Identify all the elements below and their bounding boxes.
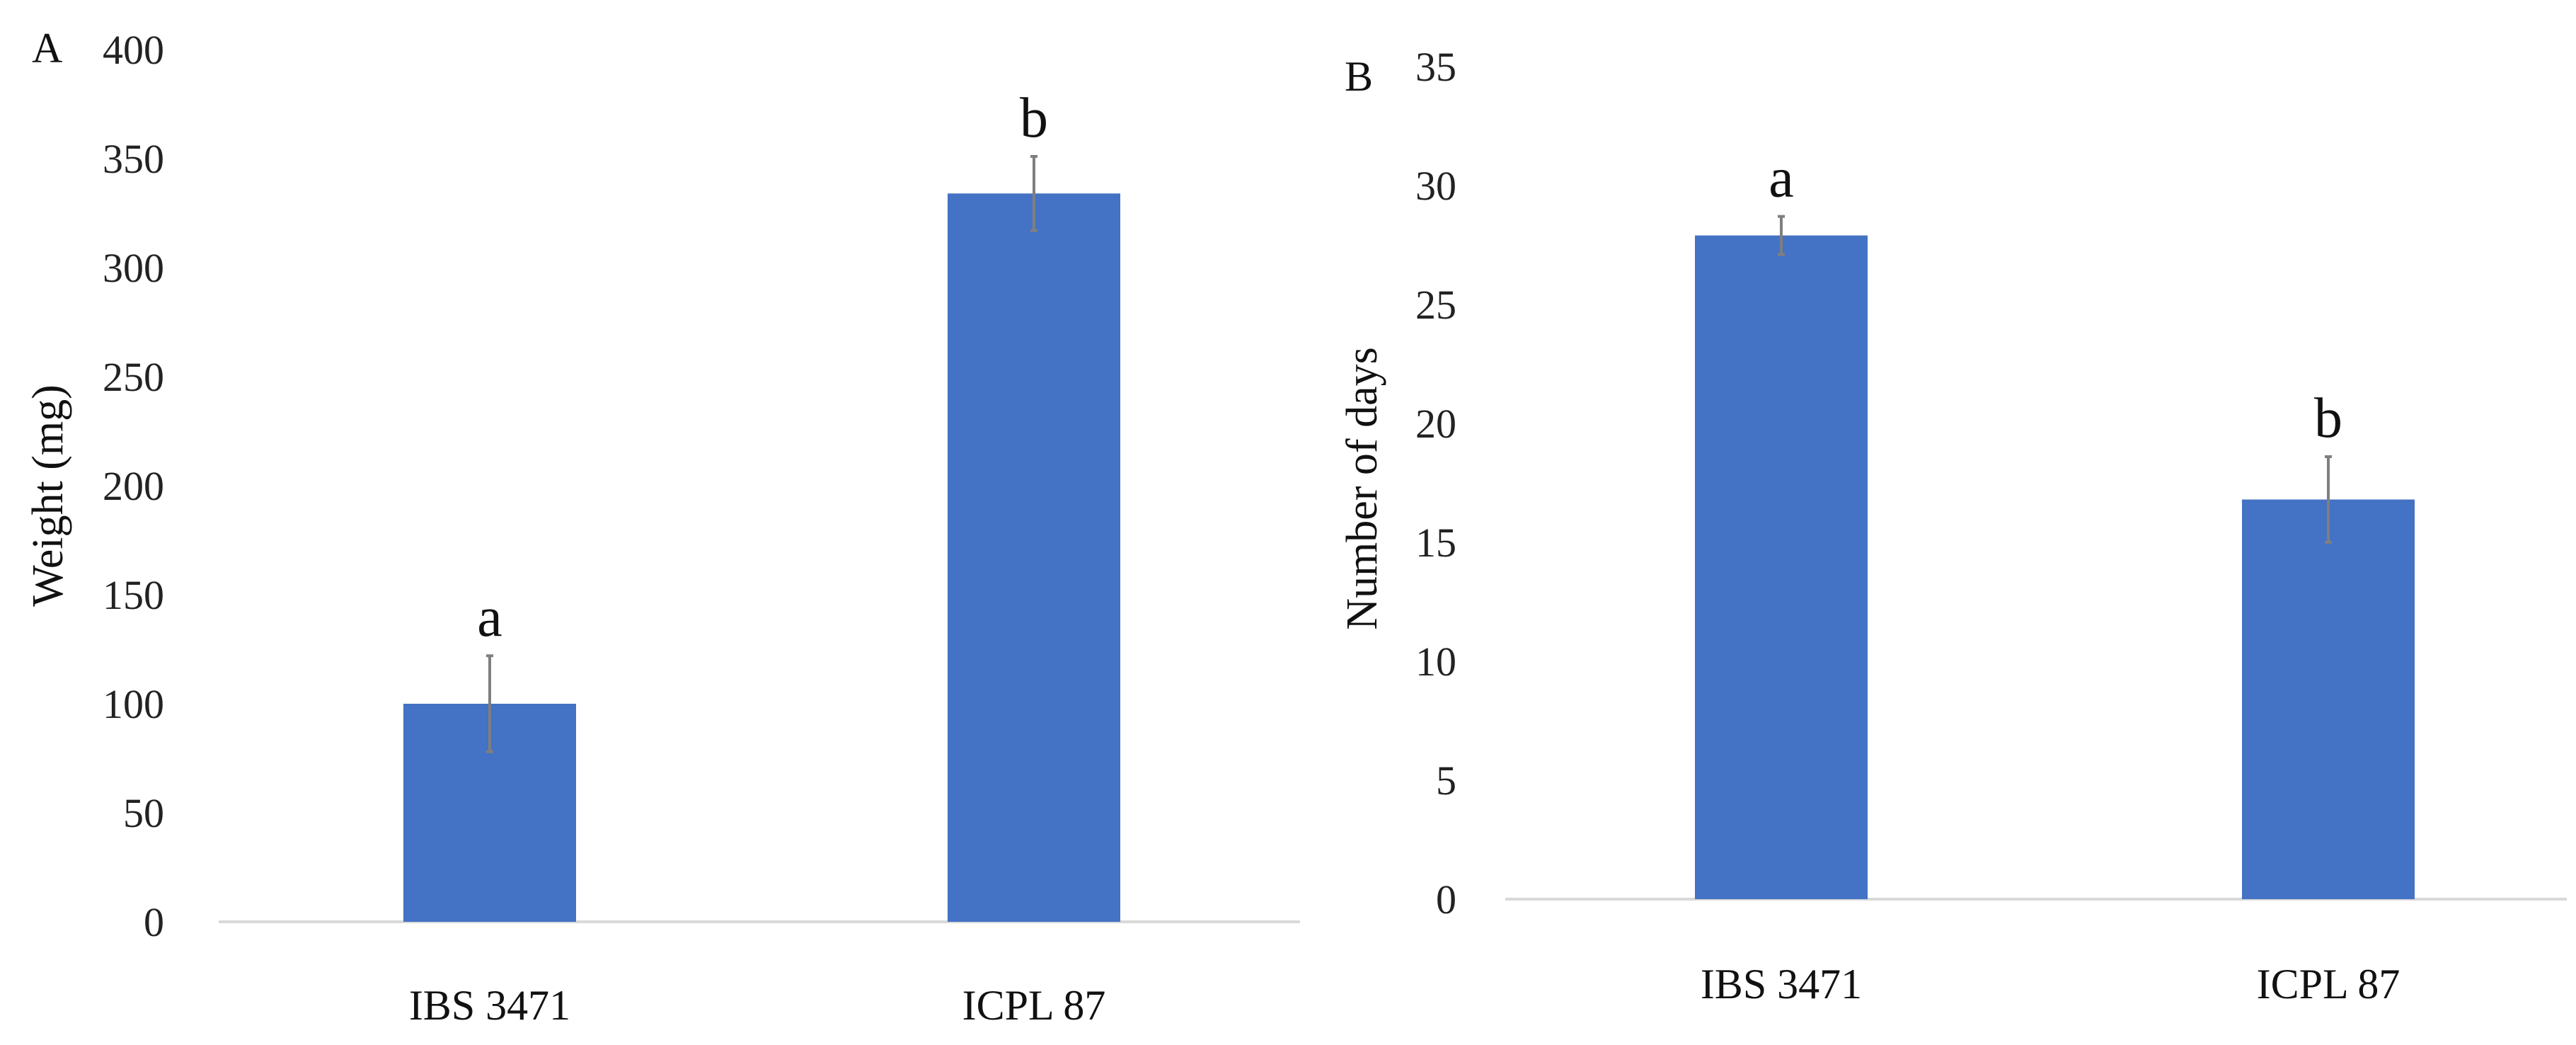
y-tick-label: 300 [103, 245, 164, 291]
y-tick-label: 50 [123, 790, 164, 836]
y-tick-label: 400 [103, 27, 164, 73]
y-tick-label: 200 [103, 463, 164, 509]
y-tick-label: 100 [103, 681, 164, 727]
y-tick-label: 15 [1415, 520, 1456, 566]
y-tick-label: 0 [144, 899, 164, 945]
y-tick-label: 350 [103, 136, 164, 182]
chart-a: A Weight (mg) 0 50 100 150 200 250 300 350 400 a I… [24, 25, 1300, 1029]
bar [948, 193, 1120, 922]
panel-label-a: A [32, 25, 62, 72]
y-tick-label: 250 [103, 354, 164, 400]
panel-label-b: B [1345, 53, 1373, 100]
y-tick-label: 0 [1436, 876, 1456, 923]
y-tick-label: 20 [1415, 401, 1456, 447]
x-category-label: IBS 3471 [409, 982, 570, 1029]
significance-letter: a [477, 586, 502, 649]
bar [1695, 235, 1868, 899]
y-tick-label: 30 [1415, 163, 1456, 209]
significance-letter: b [1020, 87, 1048, 149]
y-tick-label: 10 [1415, 639, 1456, 685]
y-tick-label: 150 [103, 572, 164, 618]
y-tick-label: 5 [1436, 758, 1456, 804]
x-category-label: ICPL 87 [962, 982, 1106, 1029]
significance-letter: b [2314, 387, 2342, 450]
y-axis-label-b: Number of days [1338, 347, 1386, 629]
y-tick-label: 25 [1415, 282, 1456, 328]
y-tick-label: 35 [1415, 44, 1456, 90]
chart-b: B Number of days 0 5 10 15 20 25 30 35 a IBS 3471… [1338, 44, 2567, 1007]
x-category-label: IBS 3471 [1701, 961, 1862, 1007]
y-axis-label-a: Weight (mg) [24, 384, 72, 607]
significance-letter: a [1769, 147, 1794, 210]
x-category-label: ICPL 87 [2257, 961, 2400, 1007]
bar [2242, 499, 2415, 899]
